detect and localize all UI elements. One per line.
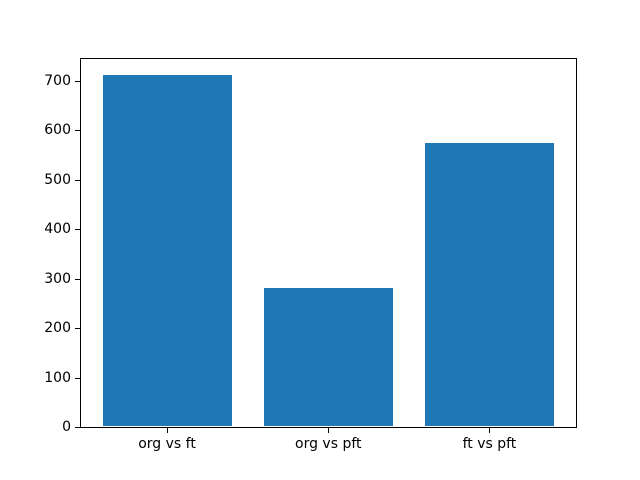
x-tick-label: ft vs pft <box>462 435 517 452</box>
y-tick-mark <box>75 427 80 428</box>
y-tick-label: 400 <box>44 221 71 238</box>
y-tick-label: 300 <box>44 270 71 287</box>
y-tick-label: 700 <box>44 73 71 90</box>
y-tick-label: 0 <box>62 419 71 435</box>
x-tick-mark <box>327 427 329 433</box>
y-tick-mark <box>75 229 80 231</box>
y-tick-mark <box>75 328 80 330</box>
x-tick-label: org vs pft <box>295 435 362 452</box>
bar-ft-vs-pft <box>424 143 554 427</box>
y-tick-label: 200 <box>44 320 71 337</box>
bar-org-vs-ft <box>102 75 232 427</box>
x-tick-mark <box>488 427 490 433</box>
y-tick-label: 500 <box>44 171 71 188</box>
y-tick-label: 600 <box>44 122 71 139</box>
bar-org-vs-pft <box>263 288 393 427</box>
y-tick-mark <box>75 81 80 83</box>
y-tick-mark <box>75 179 80 181</box>
y-tick-mark <box>75 377 80 379</box>
y-tick-mark <box>75 278 80 280</box>
x-tick-mark <box>166 427 168 433</box>
y-tick-label: 100 <box>44 369 71 386</box>
x-tick-label: org vs ft <box>138 435 196 452</box>
y-tick-mark <box>75 130 80 132</box>
